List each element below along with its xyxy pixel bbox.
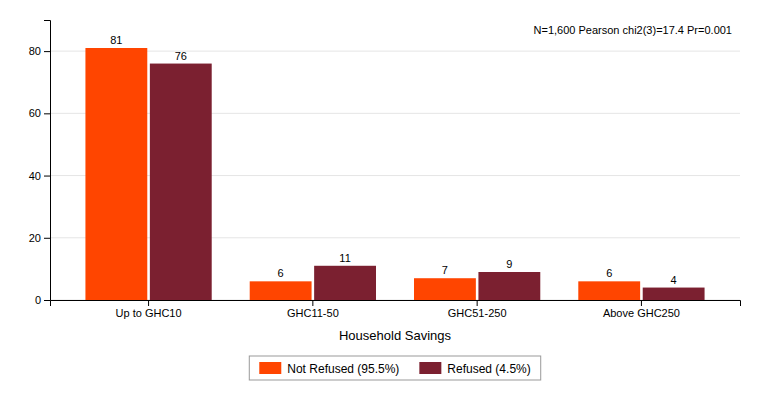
- legend-swatch: [419, 362, 441, 374]
- y-tick: 60: [29, 107, 50, 119]
- x-tick: GHC11-50: [287, 300, 339, 319]
- legend-label: Not Refused (95.5%): [287, 362, 399, 376]
- data-label: 6: [606, 267, 612, 279]
- y-tick-mark: [44, 300, 50, 301]
- y-tick: 40: [29, 170, 50, 182]
- legend-label: Refused (4.5%): [447, 362, 530, 376]
- x-tick: Above GHC250: [603, 300, 680, 319]
- y-tick: 80: [29, 45, 50, 57]
- bar: [314, 266, 376, 300]
- data-label: 76: [175, 50, 187, 62]
- x-tick-mark: [641, 300, 642, 306]
- legend-item: Refused (4.5%): [419, 362, 530, 376]
- bar: [478, 272, 540, 300]
- x-tick-label: Above GHC250: [603, 307, 680, 319]
- x-tick: Up to GHC10: [116, 300, 182, 319]
- legend-item: Not Refused (95.5%): [259, 362, 399, 376]
- data-label: 9: [506, 258, 512, 270]
- x-tick-label: GHC51-250: [448, 307, 507, 319]
- data-label: 11: [339, 252, 350, 264]
- legend-box: [249, 356, 540, 380]
- x-tick-label: GHC11-50: [287, 307, 339, 319]
- bar: [85, 48, 147, 300]
- y-tick-label: 0: [35, 294, 41, 306]
- data-label: 4: [671, 274, 677, 286]
- grid: [50, 51, 740, 300]
- data-label: 7: [442, 264, 448, 276]
- y-tick-label: 20: [29, 232, 41, 244]
- y-tick-mark: [44, 176, 50, 177]
- y-tick-label: 60: [29, 107, 41, 119]
- x-tick-mark: [477, 300, 478, 306]
- y-tick: 20: [29, 232, 50, 244]
- y-tick-mark: [44, 238, 50, 239]
- y-tick-label: 40: [29, 170, 41, 182]
- bar: [250, 281, 312, 300]
- x-axis-title: Household Savings: [339, 328, 452, 343]
- data-labels: 81676761194: [110, 34, 676, 286]
- x-tick-mark: [148, 300, 149, 306]
- x-tick-label: Up to GHC10: [116, 307, 182, 319]
- annotation: N=1,600 Pearson chi2(3)=17.4 Pr=0.001: [534, 24, 732, 36]
- legend-swatch: [259, 362, 281, 374]
- grid-line: [50, 51, 740, 52]
- legend: Not Refused (95.5%) Refused (4.5%): [249, 356, 540, 380]
- y-axis-line: [44, 21, 51, 301]
- bars: [85, 48, 704, 300]
- x-tick-mark: [312, 300, 313, 306]
- bar: [643, 288, 705, 300]
- y-tick-label: 80: [29, 45, 41, 57]
- y-axis: 0 20 40 60 80: [29, 21, 51, 307]
- plot: 81676761194Up to GHC10GHC11-50GHC51-250A…: [29, 21, 741, 344]
- bar: [578, 281, 640, 300]
- y-tick-mark: [44, 51, 50, 52]
- y-tick: 0: [35, 294, 50, 306]
- data-label: 81: [110, 34, 122, 46]
- x-tick: GHC51-250: [448, 300, 507, 319]
- bar: [414, 278, 476, 300]
- bar: [150, 64, 212, 300]
- y-tick-mark: [44, 113, 50, 114]
- chart: 81676761194Up to GHC10GHC11-50GHC51-250A…: [0, 0, 760, 400]
- x-axis-line: [51, 301, 741, 307]
- x-axis: Up to GHC10 GHC11-50 GHC51-250 Above GHC250: [51, 300, 741, 319]
- data-label: 6: [278, 267, 284, 279]
